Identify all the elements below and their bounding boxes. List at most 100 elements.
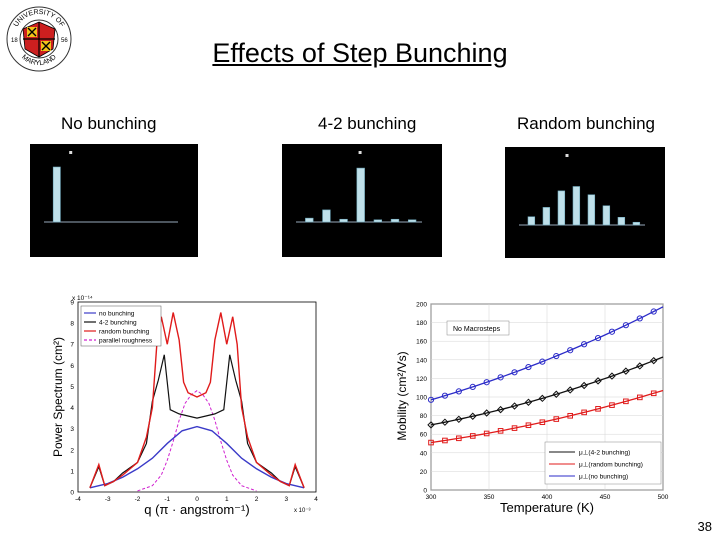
series-marker-1 <box>623 398 629 405</box>
logo-year-left: 18 <box>11 38 18 44</box>
slide-title: Effects of Step Bunching <box>212 38 508 68</box>
series-marker-0 <box>566 386 574 394</box>
panel-random-bunching <box>505 147 665 258</box>
series-marker-0 <box>594 377 602 385</box>
series-line-1 <box>430 389 664 444</box>
series-marker-1 <box>497 428 504 434</box>
x-tick-label: -3 <box>105 496 111 503</box>
bar-3 <box>356 167 365 223</box>
y-tick-label: 0 <box>423 488 427 495</box>
x-axis-label: Temperature (K) <box>500 500 594 515</box>
series-marker-1 <box>442 437 448 444</box>
series-marker-2 <box>497 374 504 381</box>
x-tick-label: -4 <box>75 496 81 503</box>
series-marker-0 <box>622 367 630 375</box>
annotation-box: No Macrosteps <box>446 320 510 336</box>
series-marker-2 <box>553 352 560 360</box>
bar-1 <box>322 209 331 223</box>
x-tick-label: -1 <box>164 496 170 503</box>
slide-number: 38 <box>697 519 712 534</box>
series-marker-0 <box>441 418 449 426</box>
mobility-chart: 300 350 400 450 500 0 20 40 60 80 100 120 140 160 180 2… <box>395 302 669 516</box>
y-tick-label: 180 <box>416 320 427 327</box>
bar-6 <box>617 217 626 226</box>
legend-label-1: 4-2 bunching <box>99 319 137 326</box>
y-tick-label: 3 <box>70 426 74 433</box>
x-tick-label: 450 <box>600 494 611 501</box>
series-marker-0 <box>636 362 644 370</box>
y-tick-label: 160 <box>416 339 427 346</box>
caption-no-bunching: No bunching <box>61 114 157 133</box>
series-marker-2 <box>581 341 588 348</box>
legend: μ⊥(4-2 bunching) μ⊥(random bunching) μ⊥(no… <box>544 441 662 485</box>
series-marker-1 <box>428 439 434 446</box>
series-marker-1 <box>469 433 476 439</box>
series-marker-2 <box>567 347 574 354</box>
bar-4 <box>373 219 383 223</box>
y-tick-label: 8 <box>70 321 74 328</box>
x-multiplier: x 10⁻³ <box>294 508 311 514</box>
y-tick-label: 5 <box>70 384 74 391</box>
series-line-0 <box>430 356 664 426</box>
series-marker-1 <box>650 390 657 397</box>
series-line-3 <box>137 390 257 492</box>
y-tick-label: 80 <box>420 413 428 420</box>
x-tick-label: 3 <box>284 496 288 503</box>
series-line-2 <box>89 312 305 489</box>
series-marker-0 <box>455 415 463 424</box>
bar-5 <box>602 205 611 226</box>
series-line-2 <box>430 306 664 401</box>
legend-label-0: μ⊥(4-2 bunching) <box>579 450 630 457</box>
bar-1 <box>542 207 551 226</box>
x-tick-label: 4 <box>314 496 318 503</box>
series-marker-1 <box>525 422 532 429</box>
y-tick-label: 1 <box>70 468 74 475</box>
series-marker-2 <box>455 388 462 395</box>
x-axis-label: q (π · angstrom⁻¹) <box>144 502 249 517</box>
bar-marker-dot <box>69 151 73 154</box>
y-axis-label: Power Spectrum (cm²) <box>51 337 65 457</box>
legend-label-3: parallel roughness <box>99 337 153 344</box>
bar-2 <box>339 218 348 223</box>
series-marker-2 <box>427 396 435 403</box>
series-marker-1 <box>609 402 615 408</box>
series-marker-0 <box>580 381 588 390</box>
y-tick-label: 4 <box>70 405 74 412</box>
series-marker-2 <box>483 379 490 386</box>
y-tick-label: 120 <box>416 376 427 383</box>
annotation-frame <box>446 320 510 336</box>
series-marker-1 <box>637 394 643 401</box>
legend: no bunching 4-2 bunching random bunching pa… <box>80 305 162 347</box>
caption-42-bunching: 4-2 bunching <box>318 114 417 133</box>
panel-no-bunching <box>30 144 198 257</box>
bar-2 <box>557 190 566 226</box>
y-tick-label: 2 <box>70 447 74 454</box>
y-tick-label: 40 <box>420 450 428 457</box>
bar-3 <box>572 186 581 226</box>
y-axis-label: Mobility (cm²/Vs) <box>395 351 409 440</box>
series-marker-0 <box>552 390 560 398</box>
x-tick-label: 500 <box>658 494 669 501</box>
series-marker-0 <box>427 421 435 429</box>
y-tick-label: 6 <box>70 363 74 370</box>
series-marker-2 <box>650 308 657 315</box>
legend-label-1: μ⊥(random bunching) <box>579 462 643 469</box>
x-tick-label: 0 <box>195 496 199 503</box>
x-tick-label: 1 <box>225 496 229 503</box>
x-tick-label: 350 <box>484 494 495 501</box>
series-marker-0 <box>510 402 519 410</box>
series-line-0 <box>89 425 305 489</box>
bar-0 <box>527 216 536 226</box>
series-marker-1 <box>553 416 560 422</box>
series-marker-2 <box>441 392 449 399</box>
annotation-text: No Macrosteps <box>453 326 501 333</box>
y-tick-label: 0 <box>70 490 74 497</box>
series-marker-0 <box>608 372 616 380</box>
x-tick-label: 400 <box>542 494 553 501</box>
bar-7 <box>632 221 641 226</box>
series-marker-1 <box>595 406 601 412</box>
series-marker-1 <box>567 412 573 419</box>
y-tick-label: 100 <box>416 395 427 402</box>
logo-year-right: 56 <box>61 38 68 44</box>
panel-42-bunching <box>282 144 442 257</box>
